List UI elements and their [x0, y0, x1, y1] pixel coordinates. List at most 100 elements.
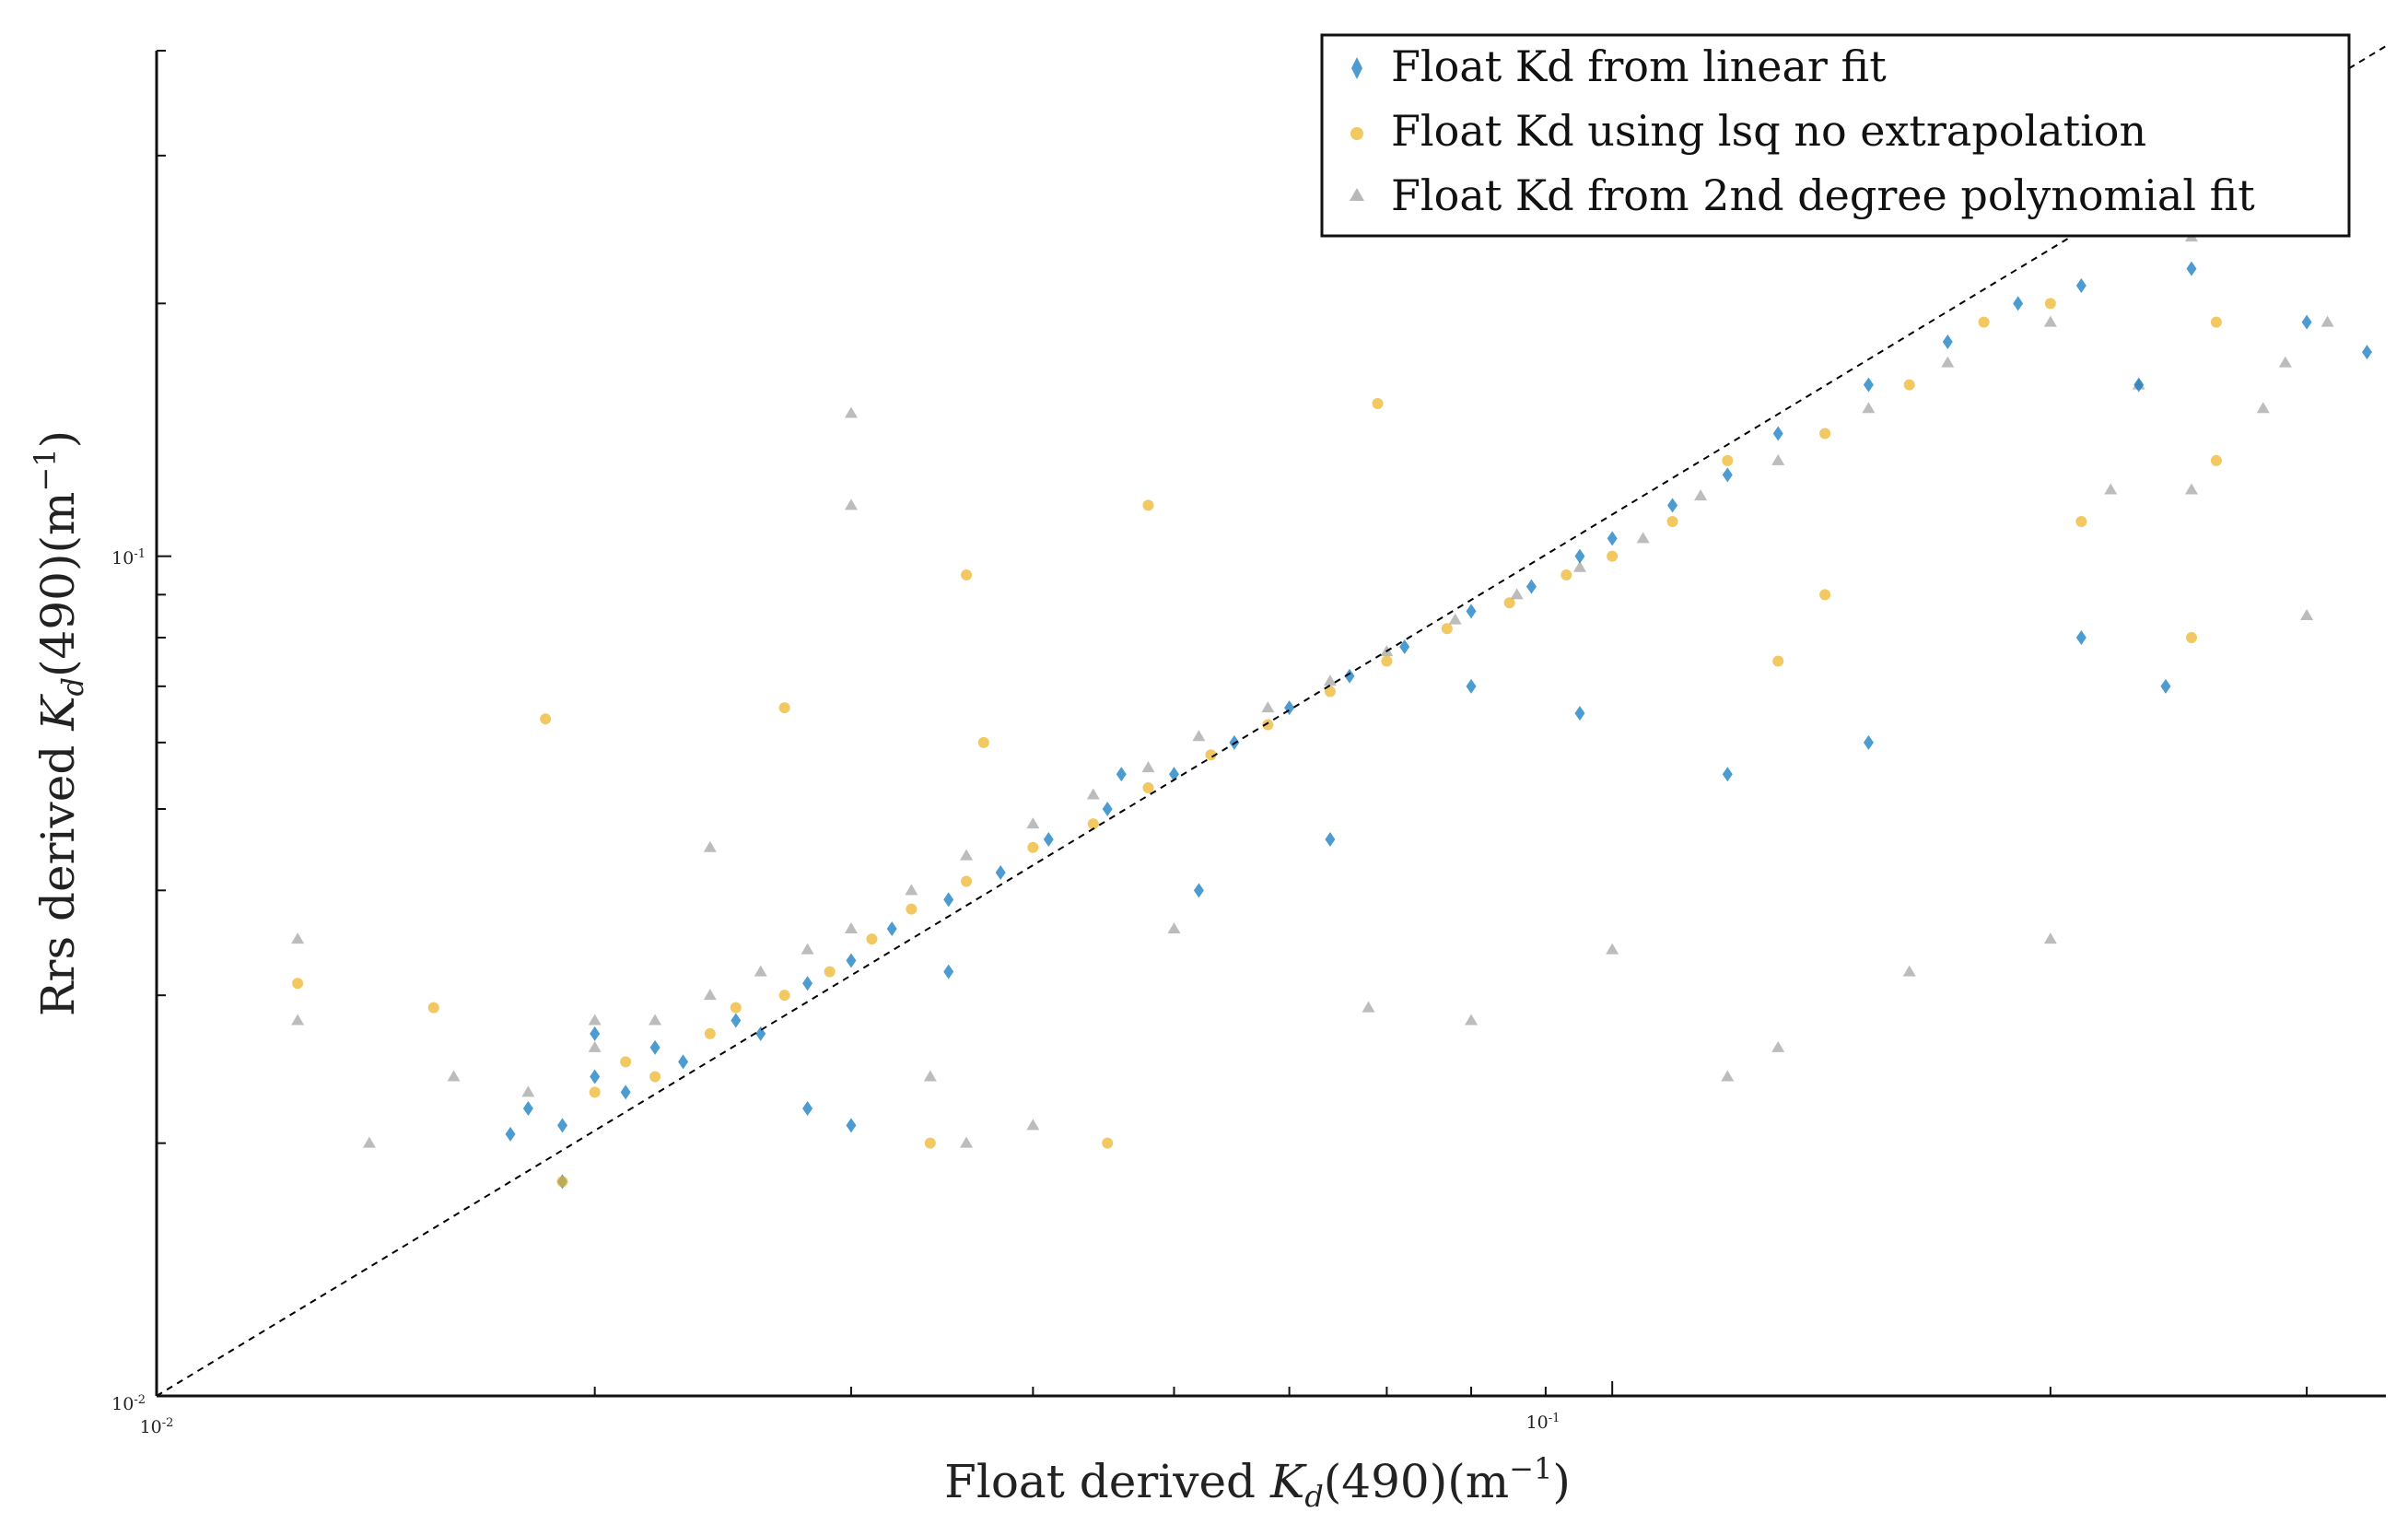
point-diamond-44 [590, 1026, 601, 1041]
point-triangle-50 [703, 840, 717, 852]
point-circle-38 [1142, 499, 1154, 511]
point-triangle-28 [2043, 315, 2057, 327]
point-triangle-3 [447, 1070, 461, 1082]
point-triangle-20 [1448, 613, 1462, 625]
point-diamond-39 [1722, 767, 1733, 782]
point-diamond-7 [731, 1013, 742, 1028]
point-triangle-17 [1261, 701, 1275, 713]
point-triangle-18 [1323, 674, 1337, 686]
point-triangle-9 [801, 943, 814, 955]
point-circle-40 [924, 1137, 936, 1149]
point-circle-2 [540, 713, 552, 725]
point-circle-15 [1087, 818, 1099, 830]
point-circle-28 [1903, 379, 1915, 391]
point-circle-41 [961, 569, 973, 580]
point-triangle-41 [1606, 943, 1619, 955]
point-triangle-46 [960, 1136, 974, 1148]
point-diamond-38 [1863, 734, 1874, 750]
point-diamond-25 [1667, 498, 1678, 513]
point-triangle-2 [362, 1136, 376, 1148]
point-circle-17 [1205, 749, 1217, 761]
point-circle-22 [1503, 597, 1515, 609]
point-triangle-31 [2256, 402, 2270, 414]
point-diamond-0 [505, 1126, 516, 1142]
legend-marker-poly [1350, 188, 1364, 201]
point-circle-0 [292, 978, 304, 990]
point-circle-37 [1372, 397, 1384, 409]
point-diamond-2 [556, 1118, 567, 1133]
point-circle-18 [1262, 719, 1274, 731]
point-diamond-24 [1607, 531, 1618, 546]
point-triangle-38 [1902, 965, 1916, 977]
point-triangle-12 [960, 849, 974, 861]
point-diamond-47 [1325, 832, 1336, 848]
point-circle-27 [1819, 428, 1831, 440]
legend-label-linear: Float Kd from linear fit [1391, 41, 1887, 91]
point-diamond-28 [1863, 377, 1874, 393]
point-triangle-45 [1026, 1119, 1040, 1131]
point-circle-9 [778, 990, 790, 1002]
point-triangle-43 [1362, 1001, 1375, 1013]
point-circle-33 [2185, 631, 2197, 643]
point-circle-32 [2210, 454, 2222, 466]
point-circle-23 [1561, 569, 1572, 580]
point-circle-5 [620, 1056, 632, 1068]
point-diamond-32 [2133, 377, 2145, 393]
point-diamond-4 [620, 1084, 631, 1100]
point-triangle-13 [1026, 817, 1040, 829]
point-circle-42 [778, 702, 790, 714]
point-diamond-19 [1344, 668, 1355, 684]
point-diamond-16 [1168, 767, 1179, 782]
point-triangle-32 [2278, 356, 2292, 368]
point-circle-24 [1607, 550, 1619, 562]
point-diamond-10 [846, 953, 857, 968]
point-diamond-27 [1772, 426, 1783, 441]
x-tick-label-1: 10-1 [1526, 1412, 1561, 1434]
point-circle-3 [556, 1176, 568, 1188]
point-triangle-15 [1141, 761, 1155, 773]
data-points [291, 230, 2373, 1190]
point-circle-12 [906, 903, 918, 915]
point-diamond-33 [2186, 261, 2197, 276]
y-tick-label-1: 10-1 [111, 547, 146, 569]
legend-label-poly: Float Kd from 2nd degree polynomial fit [1391, 170, 2255, 220]
point-triangle-25 [1771, 453, 1785, 465]
point-circle-25 [1666, 515, 1678, 527]
point-triangle-14 [1086, 788, 1100, 800]
point-diamond-20 [1399, 639, 1410, 655]
point-triangle-4 [521, 1085, 535, 1097]
point-diamond-14 [1043, 832, 1054, 848]
point-triangle-44 [1167, 922, 1181, 934]
legend-label-lsq: Float Kd using lsq no extrapolation [1391, 106, 2146, 156]
point-diamond-1 [522, 1100, 533, 1116]
legend-marker-lsq [1350, 127, 1363, 140]
point-circle-31 [2210, 316, 2222, 328]
point-diamond-22 [1525, 579, 1537, 594]
point-diamond-37 [2075, 629, 2087, 645]
point-triangle-40 [1721, 1070, 1735, 1082]
point-diamond-9 [802, 976, 813, 991]
point-circle-16 [1142, 781, 1154, 793]
point-circle-21 [1441, 623, 1453, 635]
point-triangle-37 [2043, 932, 2057, 944]
point-circle-19 [1324, 686, 1336, 698]
point-circle-6 [649, 1071, 661, 1083]
point-triangle-36 [2104, 483, 2118, 495]
point-circle-20 [1381, 655, 1393, 667]
point-circle-11 [866, 933, 878, 945]
point-circle-34 [2075, 515, 2087, 527]
point-triangle-26 [1862, 402, 1876, 414]
point-diamond-46 [1193, 883, 1204, 898]
point-diamond-40 [1116, 767, 1127, 782]
point-diamond-13 [995, 865, 1006, 881]
point-triangle-21 [1510, 588, 1524, 600]
point-triangle-5 [588, 1040, 602, 1052]
point-circle-29 [1978, 316, 1990, 328]
point-diamond-3 [590, 1069, 601, 1084]
point-triangle-23 [1636, 532, 1650, 544]
x-axis-ticks [156, 1381, 2309, 1396]
point-diamond-49 [1574, 706, 1585, 721]
point-diamond-5 [649, 1039, 660, 1055]
point-circle-39 [1102, 1137, 1114, 1149]
